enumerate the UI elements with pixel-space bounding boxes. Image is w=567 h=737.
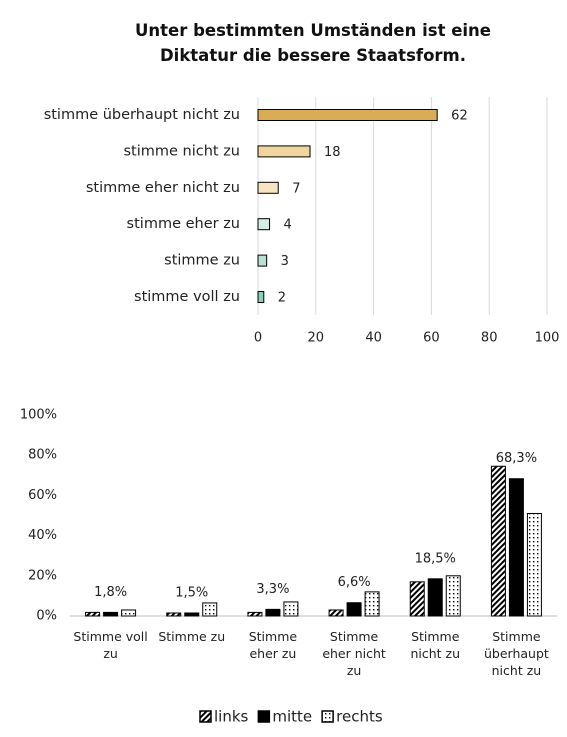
legend-swatch — [321, 710, 334, 723]
bar — [526, 512, 542, 617]
bar — [257, 254, 268, 267]
data-label: 3,3% — [256, 582, 289, 597]
bar — [257, 291, 265, 303]
legend-label: links — [214, 708, 249, 726]
bar — [283, 601, 299, 617]
bar — [257, 109, 438, 121]
x-tick-label: Stimme überhaupt nicht zu — [484, 629, 549, 678]
data-label: 1,8% — [94, 585, 127, 600]
x-tick-label: 40 — [365, 331, 382, 346]
data-label: 4 — [284, 218, 292, 233]
data-label: 1,5% — [175, 585, 208, 600]
bar — [508, 478, 524, 617]
y-tick-label: 0% — [36, 609, 57, 624]
bar — [85, 611, 101, 617]
y-tick-label: 40% — [28, 528, 57, 543]
bar — [409, 581, 425, 617]
legend-label: mitte — [272, 708, 312, 726]
y-tick-label: stimme eher nicht zu — [86, 180, 240, 196]
x-tick-label: 60 — [423, 331, 440, 346]
data-label: 2 — [278, 291, 286, 306]
y-tick-label: stimme voll zu — [134, 289, 240, 305]
bar — [247, 611, 263, 617]
chart-title: Unter bestimmten Umständen ist eine Dikt… — [135, 21, 491, 65]
bar — [346, 602, 362, 617]
x-tick-label: Stimme nicht zu — [410, 629, 461, 661]
x-tick-label: Stimme zu — [158, 629, 226, 644]
bar — [328, 609, 344, 617]
data-label: 68,3% — [496, 451, 537, 466]
bar — [265, 608, 281, 617]
legend-swatch — [257, 710, 271, 723]
y-tick-label: 80% — [28, 448, 57, 463]
bar — [257, 218, 271, 231]
data-label: 3 — [281, 254, 289, 269]
bar — [445, 575, 461, 617]
x-tick-label: Stimme voll zu — [73, 629, 148, 661]
data-label: 18,5% — [415, 551, 456, 566]
y-tick-label: 60% — [28, 488, 57, 503]
bar — [184, 612, 200, 617]
bar — [121, 609, 137, 617]
y-tick-label: stimme überhaupt nicht zu — [44, 107, 240, 123]
x-tick-label: 20 — [308, 331, 325, 346]
data-label: 62 — [451, 109, 468, 124]
bar — [202, 602, 218, 617]
x-tick-label: 80 — [481, 331, 498, 346]
bar — [427, 578, 443, 617]
y-tick-label: 100% — [20, 408, 57, 423]
y-tick-label: 20% — [28, 568, 57, 583]
y-tick-label: stimme nicht zu — [123, 143, 240, 159]
data-label: 18 — [324, 145, 341, 160]
y-tick-label: stimme eher zu — [127, 216, 240, 232]
legend-swatch — [199, 710, 212, 723]
x-tick-label: Stimme eher zu — [248, 629, 298, 661]
legend-label: rechts — [336, 708, 383, 726]
data-label: 7 — [292, 181, 300, 196]
bar — [103, 611, 119, 617]
x-tick-label: 0 — [254, 331, 262, 346]
data-label: 6,6% — [338, 575, 371, 590]
bar — [257, 145, 311, 158]
x-tick-label: 100 — [535, 331, 560, 346]
bar — [257, 181, 279, 194]
bar — [166, 612, 182, 617]
bar — [364, 591, 380, 617]
x-tick-label: Stimme eher nicht zu — [322, 629, 386, 678]
y-tick-label: stimme zu — [164, 253, 240, 269]
bar — [490, 465, 506, 617]
